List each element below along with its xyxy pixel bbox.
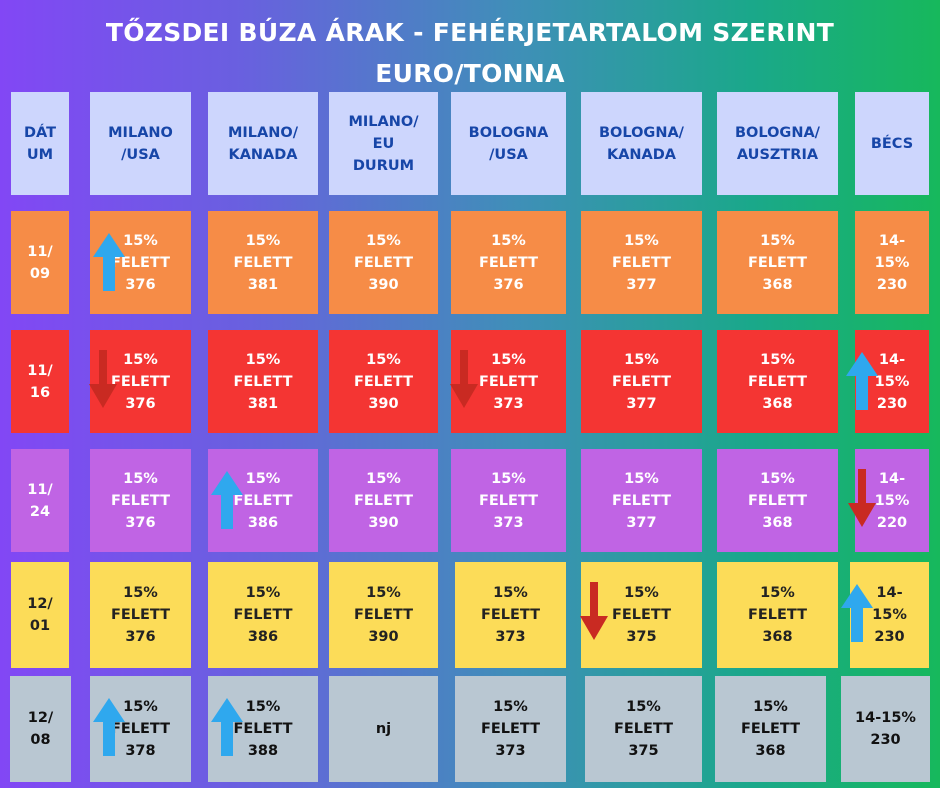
price-cell-12-01-bologna-kanada: 15% FELETT 375: [581, 562, 702, 668]
price-cell-12-01-becs: 14- 15% 230: [850, 562, 929, 668]
price-cell-11-09-milano-kanada: 15% FELETT 381: [208, 211, 318, 314]
price-cell-11-16-bologna-ausztria: 15% FELETT 368: [717, 330, 838, 433]
up-arrow-icon: [92, 231, 126, 293]
price-cell-12-01-milano-eu-durum: 15% FELETT 390: [329, 562, 438, 668]
price-cell-12-08-bologna-ausztria: 15% FELETT 368: [715, 676, 826, 782]
page-title: TŐZSDEI BÚZA ÁRAK - FEHÉRJETARTALOM SZER…: [105, 18, 835, 47]
down-arrow-icon: [577, 580, 611, 642]
price-cell-11-09-bologna-kanada: 15% FELETT 377: [581, 211, 702, 314]
down-arrow-icon: [845, 467, 879, 529]
price-cell-12-08-becs: 14-15% 230: [841, 676, 930, 782]
price-cell-11-24-bologna-usa: 15% FELETT 373: [451, 449, 566, 552]
header-milano-eu-durum: MILANO/ EU DURUM: [329, 92, 438, 195]
price-cell-11-09-bologna-ausztria: 15% FELETT 368: [717, 211, 838, 314]
price-cell-11-09-milano-eu-durum: 15% FELETT 390: [329, 211, 438, 314]
price-cell-12-08-bologna-kanada: 15% FELETT 375: [585, 676, 702, 782]
price-cell-12-08-milano-eu-durum: nj: [329, 676, 438, 782]
price-cell-12-01-bologna-usa: 15% FELETT 373: [455, 562, 566, 668]
date-cell-12-01: 12/ 01: [11, 562, 69, 668]
down-arrow-icon: [86, 348, 120, 410]
up-arrow-icon: [210, 469, 244, 531]
header-bologna-ausztria: BOLOGNA/ AUSZTRIA: [717, 92, 838, 195]
price-cell-11-24-bologna-kanada: 15% FELETT 377: [581, 449, 702, 552]
header-bologna-kanada: BOLOGNA/ KANADA: [581, 92, 702, 195]
up-arrow-icon: [845, 350, 879, 412]
price-cell-12-01-milano-usa: 15% FELETT 376: [90, 562, 191, 668]
price-cell-12-01-bologna-ausztria: 15% FELETT 368: [717, 562, 838, 668]
date-cell-11-09: 11/ 09: [11, 211, 69, 314]
price-cell-12-08-bologna-usa: 15% FELETT 373: [455, 676, 566, 782]
date-cell-11-16: 11/ 16: [11, 330, 69, 433]
header-milano-kanada: MILANO/ KANADA: [208, 92, 318, 195]
price-cell-11-24-milano-usa: 15% FELETT 376: [90, 449, 191, 552]
down-arrow-icon: [447, 348, 481, 410]
price-cell-11-16-milano-kanada: 15% FELETT 381: [208, 330, 318, 433]
price-cell-11-24-becs: 14- 15% 220: [855, 449, 929, 552]
date-cell-11-24: 11/ 24: [11, 449, 69, 552]
up-arrow-icon: [210, 696, 244, 758]
price-cell-11-24-milano-eu-durum: 15% FELETT 390: [329, 449, 438, 552]
price-cell-11-09-bologna-usa: 15% FELETT 376: [451, 211, 566, 314]
price-cell-12-01-milano-kanada: 15% FELETT 386: [208, 562, 318, 668]
price-cell-11-16-bologna-kanada: 15% FELETT 377: [581, 330, 702, 433]
price-cell-11-16-bologna-usa: 15% FELETT 373: [451, 330, 566, 433]
page-subtitle: EURO/TONNA: [375, 59, 565, 88]
header-date: DÁT UM: [11, 92, 69, 195]
header-milano-usa: MILANO /USA: [90, 92, 191, 195]
up-arrow-icon: [92, 696, 126, 758]
price-cell-11-16-milano-eu-durum: 15% FELETT 390: [329, 330, 438, 433]
price-cell-11-09-becs: 14- 15% 230: [855, 211, 929, 314]
price-cell-11-24-bologna-ausztria: 15% FELETT 368: [717, 449, 838, 552]
header-becs: BÉCS: [855, 92, 929, 195]
up-arrow-icon: [840, 582, 874, 644]
header-bologna-usa: BOLOGNA /USA: [451, 92, 566, 195]
date-cell-12-08: 12/ 08: [10, 676, 71, 782]
